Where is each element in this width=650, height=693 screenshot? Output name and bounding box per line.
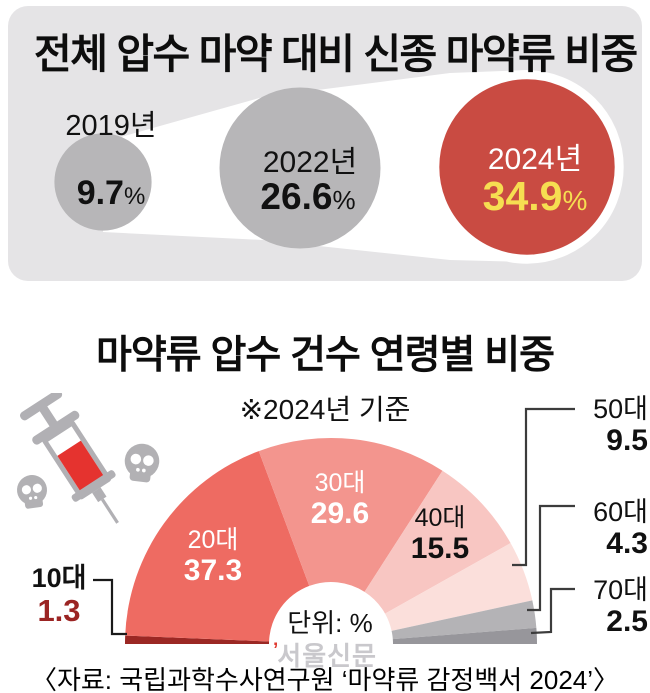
drug-icons	[17, 393, 160, 524]
segment-name: 50대	[593, 394, 648, 424]
segment-value: 2.5	[606, 605, 648, 638]
top-panel: 전체 압수 마약 대비 신종 마약류 비중 2019년 9.7% 2022년 2…	[8, 6, 642, 281]
value-2019-number: 9.7	[76, 174, 124, 212]
value-2024-number: 34.9	[482, 173, 563, 219]
segment-value: 37.3	[183, 554, 243, 587]
skull-icon	[17, 475, 47, 509]
value-2022-number: 26.6	[260, 176, 333, 217]
segment-name: 60대	[593, 497, 648, 527]
syringe-icon	[20, 393, 119, 524]
value-2019-percent-sign: %	[123, 183, 146, 210]
segment-value: 9.5	[606, 424, 648, 457]
year-label-2024: 2024년	[487, 143, 583, 176]
value-2019: 9.7%	[51, 174, 171, 213]
value-2024: 34.9%	[465, 173, 605, 220]
skull-icon	[124, 443, 160, 483]
donut-segment-30대	[258, 438, 443, 592]
year-circle-2022년	[219, 87, 381, 249]
segment-label-20s: 20대 37.3	[143, 526, 283, 588]
segment-label-30s: 30대 29.6	[270, 469, 410, 531]
donut-segment-20대	[125, 451, 310, 642]
newspaper-watermark: ’서울신문	[245, 636, 405, 673]
donut-segment-40대	[364, 470, 511, 614]
value-2022: 26.6%	[238, 176, 378, 218]
age-donut-chart	[125, 438, 537, 644]
segment-name: 40대	[414, 504, 466, 532]
segment-label-60s: 60대 4.3	[560, 497, 648, 560]
donut-segment-50대	[385, 543, 533, 631]
top-title: 전체 압수 마약 대비 신종 마약류 비중	[34, 31, 638, 77]
segment-name: 70대	[593, 575, 648, 605]
segment-value: 4.3	[606, 527, 648, 560]
year-label-2019: 2019년	[65, 110, 157, 142]
donut-segment-70대	[392, 627, 537, 644]
segment-value: 15.5	[410, 532, 470, 565]
segment-value: 1.3	[37, 593, 81, 628]
segment-label-40s: 40대 15.5	[370, 504, 510, 566]
watermark-text: 서울신문	[277, 641, 377, 671]
segment-label-70s: 70대 2.5	[560, 575, 648, 638]
source-line: 〈자료: 국립과학수사연구원 ‘마약류 감정백서 2024’〉	[30, 665, 620, 693]
year-circle-2024년	[430, 70, 624, 264]
value-2022-percent-sign: %	[332, 185, 356, 215]
year-circle-2019년	[54, 133, 152, 231]
bottom-title: 마약류 압수 건수 연령별 비중	[96, 334, 555, 377]
value-2024-percent-sign: %	[562, 185, 588, 216]
donut-segment-60대	[391, 600, 537, 640]
donut-segment-10대	[125, 635, 270, 644]
segment-name: 30대	[314, 469, 366, 497]
segment-value: 29.6	[310, 497, 370, 530]
segment-name: 20대	[187, 526, 239, 554]
unit-label: 단위: %	[287, 608, 373, 638]
segment-label-10s: 10대 1.3	[16, 563, 102, 629]
segment-name: 10대	[31, 563, 87, 593]
year-label-2022: 2022년	[262, 146, 358, 179]
year-circles-chart	[54, 70, 624, 264]
watermark-mark-icon: ’	[273, 640, 280, 661]
bottom-note: ※2024년 기준	[239, 394, 411, 425]
segment-label-50s: 50대 9.5	[560, 394, 648, 457]
